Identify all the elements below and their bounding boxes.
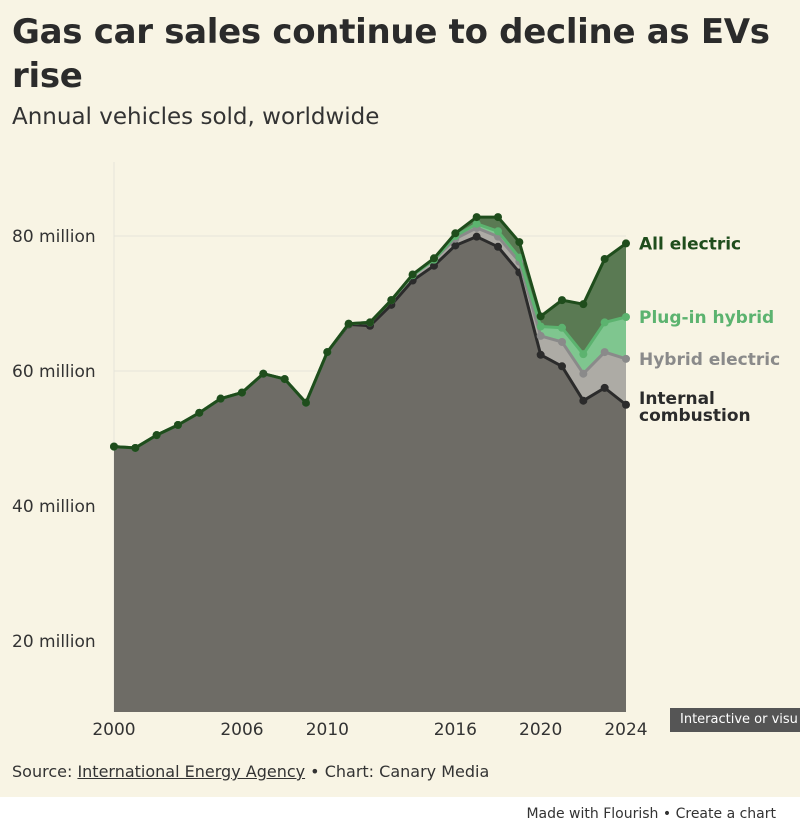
x-tick-label: 2024 (604, 720, 647, 740)
x-tick-label: 2020 (519, 720, 562, 740)
internal-combustion-point (536, 350, 545, 359)
plug-in-hybrid-point (472, 219, 481, 228)
series-label-internal-combustion: Internal combustion (639, 389, 751, 426)
all-electric-point (344, 319, 353, 328)
plug-in-hybrid-point (494, 227, 502, 236)
all-electric-point (558, 296, 566, 305)
all-electric-point (174, 421, 182, 429)
hybrid-electric-point (600, 348, 609, 357)
footer-separator: • (658, 806, 676, 822)
page-title: Gas car sales continue to decline as EVs… (12, 12, 770, 96)
x-tick-label: 2000 (92, 720, 135, 740)
create-chart-link[interactable]: Create a chart (675, 806, 776, 822)
all-electric-point (622, 239, 630, 248)
all-electric-point (195, 408, 204, 417)
internal-combustion-point (472, 232, 481, 241)
plug-in-hybrid-point (600, 318, 609, 327)
y-tick-label: 20 million (12, 632, 96, 652)
series-label-all-electric: All electric (639, 234, 741, 254)
series-label-plug-in-hybrid: Plug-in hybrid (639, 308, 774, 328)
all-electric-point (408, 270, 417, 279)
all-electric-point (216, 394, 225, 403)
hybrid-electric-point (536, 331, 545, 340)
all-electric-point (366, 318, 374, 327)
source-suffix: • Chart: Canary Media (305, 762, 490, 781)
x-tick-label: 2016 (434, 720, 477, 740)
chart-card: Gas car sales continue to decline as EVs… (0, 0, 800, 797)
plug-in-hybrid-point (579, 350, 588, 359)
page-subtitle: Annual vehicles sold, worldwide (12, 104, 380, 130)
y-tick-label: 60 million (12, 362, 96, 382)
made-with-flourish-link[interactable]: Made with Flourish (526, 806, 659, 822)
all-electric-point (451, 229, 460, 238)
all-electric-point (131, 443, 140, 452)
all-electric-point (302, 398, 310, 407)
plug-in-hybrid-point (515, 253, 524, 262)
plug-in-hybrid-point (536, 322, 545, 331)
internal-combustion-area (114, 236, 626, 713)
all-electric-point (579, 300, 588, 309)
hybrid-electric-point (558, 337, 566, 346)
plug-in-hybrid-point (622, 313, 630, 321)
all-electric-point (515, 238, 524, 247)
hybrid-electric-point (579, 369, 588, 378)
all-electric-point (494, 213, 502, 222)
flourish-footer: Made with Flourish • Create a chart (526, 806, 776, 822)
all-electric-point (238, 388, 246, 397)
internal-combustion-point (558, 362, 566, 371)
internal-combustion-point (494, 242, 502, 251)
all-electric-point (110, 442, 118, 451)
internal-combustion-point (600, 383, 609, 392)
all-electric-point (600, 254, 609, 263)
internal-combustion-point (451, 241, 460, 250)
x-tick-label: 2006 (220, 720, 263, 740)
series-label-hybrid-electric: Hybrid electric (639, 350, 780, 370)
source-line: Source: International Energy Agency • Ch… (12, 762, 489, 781)
all-electric-point (387, 296, 396, 305)
all-electric-point (152, 431, 161, 440)
hybrid-electric-point (622, 354, 630, 363)
area-chart: 20 million 40 million 60 million 80 million… (12, 162, 780, 740)
x-tick-label: 2010 (306, 720, 349, 740)
all-electric-point (430, 254, 438, 263)
all-electric-point (472, 213, 481, 222)
all-electric-point (323, 348, 332, 357)
plug-in-hybrid-point (558, 323, 566, 332)
internal-combustion-point (579, 396, 588, 405)
y-tick-label: 40 million (12, 497, 96, 517)
all-electric-point (536, 312, 545, 321)
internal-combustion-point (622, 400, 630, 409)
source-prefix: Source: (12, 762, 78, 781)
y-tick-label: 80 million (12, 227, 96, 247)
source-link[interactable]: International Energy Agency (77, 762, 306, 781)
internal-combustion-point (430, 261, 438, 270)
all-electric-point (259, 369, 268, 378)
all-electric-point (280, 375, 289, 384)
interactive-tooltip: Interactive or visu (670, 708, 800, 732)
